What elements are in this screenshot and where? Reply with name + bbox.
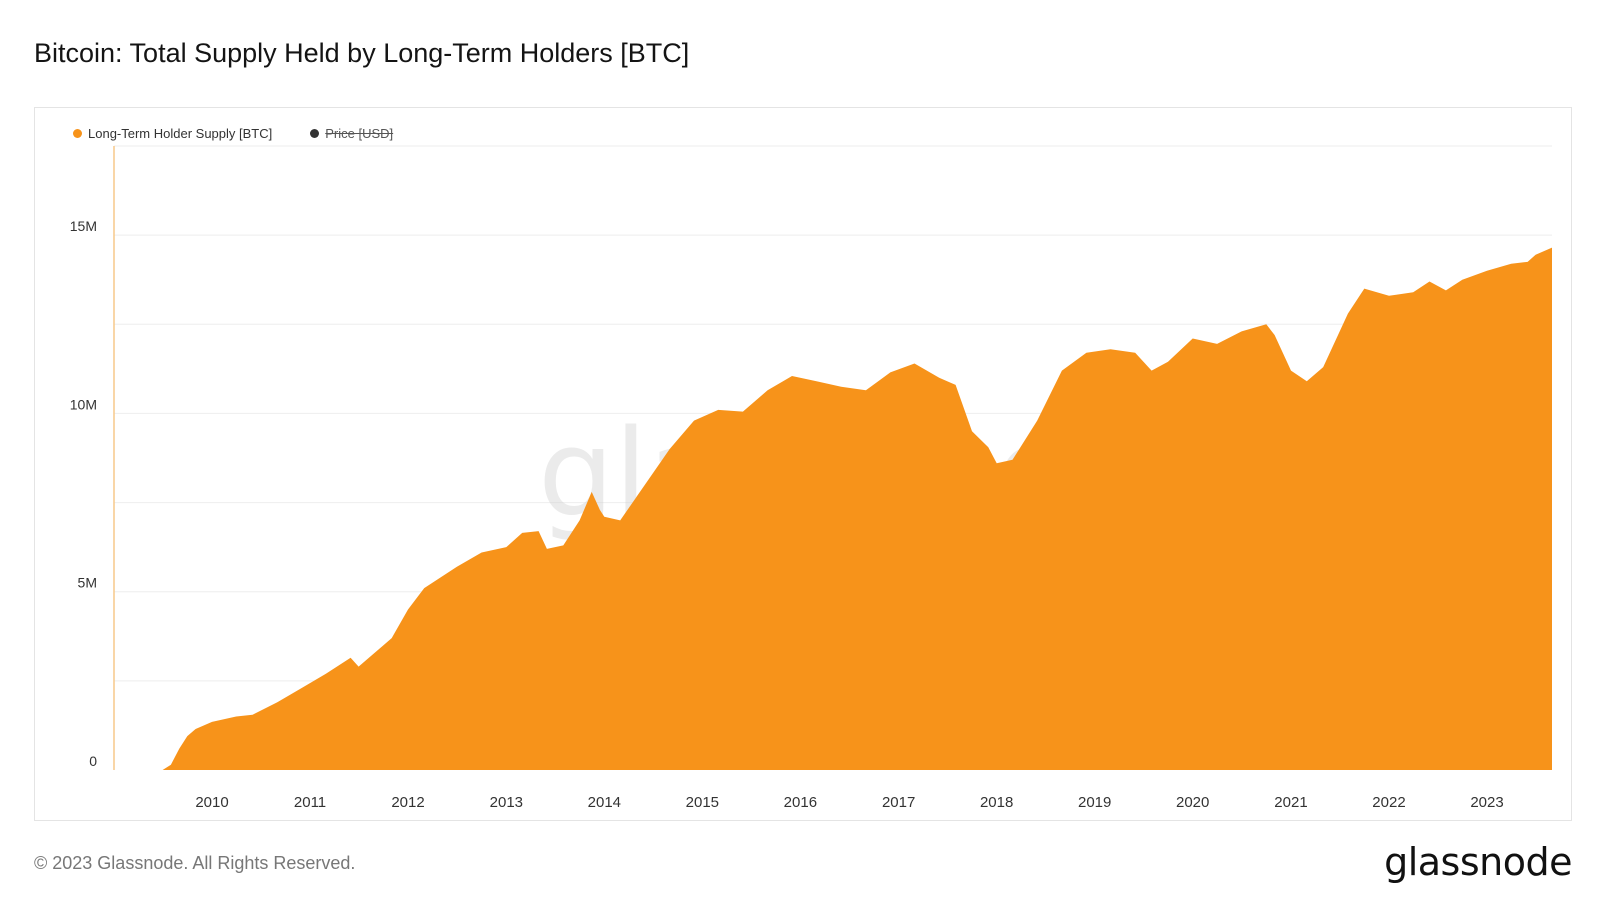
series-area-lth-supply xyxy=(114,247,1552,771)
x-tick-label: 2013 xyxy=(490,794,523,811)
legend-label-lth-supply: Long-Term Holder Supply [BTC] xyxy=(88,126,273,141)
legend-label-price: Price [USD] xyxy=(325,126,394,141)
chart-legend: Long-Term Holder Supply [BTC] Price [USD… xyxy=(73,126,431,141)
x-tick-label: 2023 xyxy=(1470,794,1503,811)
x-tick-label: 2019 xyxy=(1078,794,1111,811)
glassnode-logo: glassnode xyxy=(1384,840,1572,884)
x-tick-label: 2014 xyxy=(588,794,621,811)
x-tick-label: 2016 xyxy=(784,794,817,811)
x-tick-label: 2011 xyxy=(294,794,326,811)
y-tick-label: 0 xyxy=(89,753,97,769)
chart-title: Bitcoin: Total Supply Held by Long-Term … xyxy=(34,38,690,68)
x-tick-label: 2020 xyxy=(1176,794,1209,811)
x-tick-label: 2018 xyxy=(980,794,1013,811)
y-tick-label: 15M xyxy=(70,218,97,234)
legend-item-price[interactable]: Price [USD] xyxy=(310,126,393,141)
x-tick-label: 2015 xyxy=(686,794,719,811)
legend-dot-price xyxy=(310,129,320,138)
x-tick-label: 2012 xyxy=(391,794,424,811)
legend-item-lth-supply[interactable]: Long-Term Holder Supply [BTC] xyxy=(73,126,272,141)
x-tick-label: 2010 xyxy=(195,794,228,811)
y-tick-label: 10M xyxy=(70,396,97,412)
x-tick-label: 2017 xyxy=(882,794,915,811)
copyright-text: © 2023 Glassnode. All Rights Reserved. xyxy=(34,853,356,873)
x-tick-label: 2021 xyxy=(1274,794,1307,811)
x-tick-label: 2022 xyxy=(1372,794,1405,811)
legend-dot-lth-supply xyxy=(73,129,82,138)
y-tick-label: 5M xyxy=(78,575,97,591)
